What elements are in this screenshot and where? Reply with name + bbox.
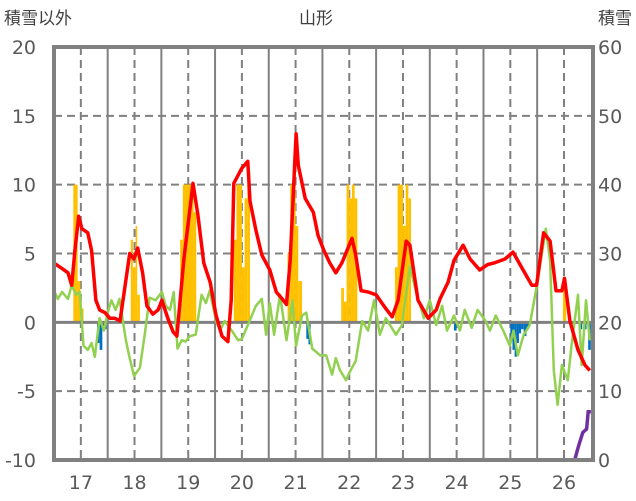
orange-bar [351, 184, 355, 323]
blue-bar [521, 322, 524, 330]
orange-bar [408, 198, 412, 323]
orange-bar [77, 281, 81, 323]
x-tick-label: 25 [498, 472, 522, 494]
x-tick-label: 22 [337, 472, 361, 494]
left-tick-label: 10 [12, 175, 36, 197]
right-tick-label: 50 [598, 106, 622, 128]
orange-bar [244, 198, 248, 323]
x-tick-label: 21 [283, 472, 307, 494]
blue-bar [306, 322, 309, 339]
x-tick-label: 24 [445, 472, 469, 494]
orange-bar [135, 225, 138, 323]
x-tick-label: 23 [391, 472, 415, 494]
right-tick-label: 0 [598, 450, 610, 472]
blue-bar [523, 322, 527, 337]
left-tick-label: 0 [24, 312, 36, 334]
orange-bar [247, 184, 250, 323]
blue-bar [99, 322, 103, 350]
gridlines [54, 47, 593, 460]
orange-bar [341, 287, 344, 323]
left-axis-title: 積雪以外 [4, 9, 72, 29]
left-tick-label: -5 [17, 381, 36, 403]
orange-bar [295, 225, 299, 323]
blue-bar [580, 322, 583, 330]
orange-bar [236, 184, 242, 323]
orange-bar [397, 184, 403, 323]
x-tick-label: 26 [552, 472, 576, 494]
x-tick-label: 20 [230, 472, 254, 494]
orange-bar [343, 301, 347, 323]
orange-bar [241, 267, 245, 323]
orange-bar [405, 184, 409, 323]
orange-bar [137, 294, 140, 323]
left-tick-label: -10 [5, 450, 36, 472]
x-tick-label: 19 [176, 472, 200, 494]
left-tick-label: 20 [12, 37, 36, 59]
orange-bar [564, 294, 567, 323]
orange-bar [233, 239, 237, 323]
blue-bar [518, 322, 522, 334]
orange-bar [394, 267, 398, 323]
x-tick-label: 18 [122, 472, 146, 494]
green-series-line [52, 227, 592, 407]
orange-bar [182, 184, 194, 323]
orange-bar [130, 239, 133, 323]
right-tick-label: 20 [598, 312, 622, 334]
blue-bar [516, 322, 519, 343]
orange-bar [132, 267, 136, 323]
orange-bar [562, 281, 565, 323]
x-tick-label: 17 [69, 472, 93, 494]
orange-bar [402, 225, 406, 323]
orange-bar [346, 184, 350, 323]
right-tick-label: 30 [598, 244, 622, 266]
right-tick-label: 10 [598, 381, 622, 403]
left-tick-label: 5 [24, 244, 36, 266]
orange-bar [349, 198, 352, 323]
red-series-line [53, 131, 592, 372]
blue-bar [453, 322, 457, 331]
orange-bar [193, 212, 197, 323]
chart-title: 山形 [299, 9, 333, 29]
plot-frame [52, 45, 595, 462]
blue-bar [526, 322, 530, 330]
right-tick-label: 60 [598, 37, 622, 59]
blue-bar [510, 322, 513, 339]
orange-bar [81, 308, 84, 323]
orange-bar [298, 281, 303, 323]
orange-bar [290, 184, 296, 323]
left-tick-label: 15 [12, 106, 36, 128]
bars [54, 184, 593, 357]
right-tick-label: 40 [598, 175, 622, 197]
right-axis-title: 積雪 [598, 9, 632, 29]
